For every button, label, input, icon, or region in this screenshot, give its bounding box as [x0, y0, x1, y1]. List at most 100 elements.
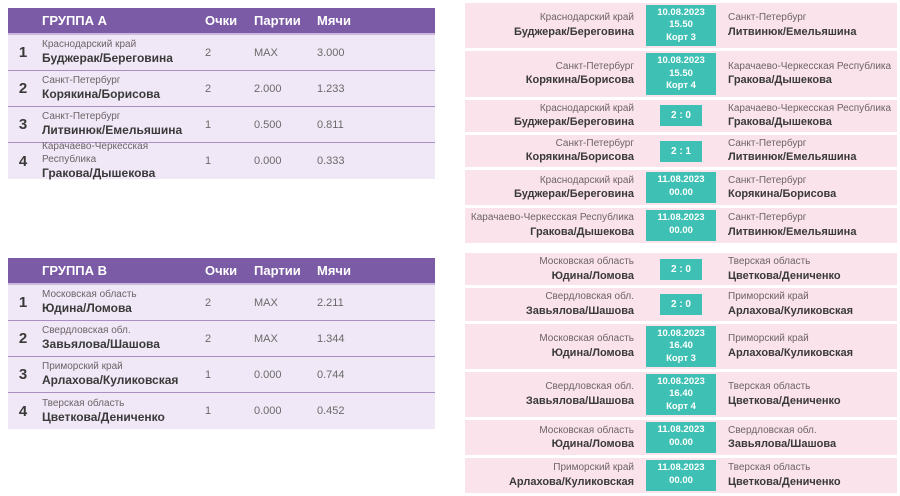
games-value: MAX: [254, 332, 278, 345]
badge-court: [646, 487, 716, 489]
home-team: Юдина/Ломова: [551, 438, 634, 451]
home-region: Санкт-Петербург: [555, 60, 634, 72]
match-row: Санкт-Петербург Корякина/Борисова 10.08.…: [465, 51, 897, 97]
standings-row: 3 Санкт-Петербург Литвинюк/Емельяшина 1 …: [8, 107, 435, 143]
rank-value: 3: [18, 116, 28, 133]
away-team: Корякина/Борисова: [728, 188, 837, 201]
standings-row: 2 Санкт-Петербург Корякина/Борисова 2 2.…: [8, 71, 435, 107]
badge-date: 10.08.2023: [657, 376, 705, 387]
team-region: Тверская область: [42, 397, 125, 409]
away-region: Карачаево-Черкесская Республика: [728, 60, 892, 72]
tournament-results-page: ГРУППА А Очки Партии Мячи 1 Краснодарски…: [8, 3, 897, 494]
balls-column-header: Мячи: [317, 13, 351, 28]
home-region: Санкт-Петербург: [555, 137, 634, 149]
badge-time: 00.00: [669, 436, 693, 448]
badge-date: 10.08.2023: [657, 55, 705, 67]
badge-time: 15.50: [669, 67, 693, 79]
home-team: Завьялова/Шашова: [525, 304, 634, 317]
home-region: Московская область: [539, 256, 634, 267]
match-row: Московская область Юдина/Ломова 10.08.20…: [465, 323, 897, 369]
rank-value: 1: [18, 294, 28, 311]
badge-date: 11.08.2023: [657, 174, 705, 186]
rank-value: 1: [18, 44, 28, 61]
badge-time: 00.00: [669, 474, 693, 486]
match-time-badge: 10.08.2023 15.50 Корт 3: [646, 5, 716, 47]
group-b-standings-table: ГРУППА В Очки Партии Мячи 1 Московская о…: [8, 258, 435, 429]
points-value: 2: [205, 296, 212, 309]
match-row: Санкт-Петербург Корякина/Борисова 2 : 1 …: [465, 134, 897, 168]
away-team: Арлахова/Куликовская: [728, 304, 854, 317]
away-region: Санкт-Петербург: [728, 212, 807, 224]
standings-row: 2 Свердловская обл. Завьялова/Шашова 2 M…: [8, 321, 435, 357]
home-region: Карачаево-Черкесская Республика: [470, 212, 634, 224]
points-value: 2: [205, 46, 212, 59]
match-score-badge: 2 : 0: [659, 105, 702, 127]
badge-time: 16.40: [669, 388, 693, 400]
home-team: Гракова/Дышекова: [530, 225, 634, 238]
games-value: 0.000: [254, 368, 282, 381]
home-team: Корякина/Борисова: [525, 74, 634, 87]
standings-row: 1 Краснодарский край Буджерак/Береговина…: [8, 35, 435, 71]
balls-value: 3.000: [317, 46, 345, 59]
group-title: ГРУППА В: [42, 263, 108, 278]
points-value: 2: [205, 332, 212, 345]
points-column-header: Очки: [205, 13, 238, 28]
balls-value: 0.744: [317, 368, 345, 381]
games-column-header: Партии: [254, 263, 301, 278]
home-team: Юдина/Ломова: [551, 346, 634, 359]
group-a-table-header: ГРУППА А Очки Партии Мячи: [8, 8, 435, 35]
home-team: Юдина/Ломова: [551, 269, 634, 282]
team-region: Приморский край: [42, 361, 123, 373]
badge-time: 15.50: [669, 19, 693, 31]
points-column-header: Очки: [205, 263, 238, 278]
games-value: 2.000: [254, 82, 282, 95]
rank-value: 3: [18, 366, 28, 383]
group-b-match-schedule: Московская область Юдина/Ломова 2 : 0 Тв…: [465, 253, 897, 496]
away-team: Литвинюк/Емельяшина: [728, 225, 857, 238]
badge-time: 00.00: [669, 224, 693, 236]
points-value: 1: [205, 118, 212, 131]
badge-court: [646, 237, 716, 239]
home-region: Московская область: [539, 333, 634, 345]
standings-row: 4 Тверская область Цветкова/Дениченко 1 …: [8, 393, 435, 429]
home-region: Краснодарский край: [539, 12, 634, 24]
balls-column-header: Мячи: [317, 263, 351, 278]
rank-value: 2: [18, 330, 28, 347]
badge-date: 11.08.2023: [657, 424, 705, 436]
points-value: 1: [205, 155, 212, 167]
standings-row: 4 Карачаево-Черкесская Республика Граков…: [8, 141, 435, 180]
match-time-badge: 10.08.2023 15.50 Корт 4: [646, 53, 716, 95]
team-region: Карачаево-Черкесская Республика: [42, 141, 149, 166]
group-b-table-header: ГРУППА В Очки Партии Мячи: [8, 258, 435, 285]
away-region: Свердловская обл.: [728, 424, 817, 436]
away-region: Приморский край: [728, 333, 809, 345]
badge-date: 11.08.2023: [657, 212, 705, 224]
games-value: MAX: [254, 296, 278, 309]
games-column-header: Партии: [254, 13, 301, 28]
away-region: Приморский край: [728, 291, 809, 303]
match-score-badge: 2 : 0: [659, 258, 702, 280]
match-row: Свердловская обл. Завьялова/Шашова 2 : 0…: [465, 288, 897, 321]
home-team: Буджерак/Береговина: [513, 188, 634, 201]
match-time-badge: 11.08.2023 00.00: [646, 210, 716, 242]
team-region: Московская область: [42, 289, 137, 301]
away-region: Санкт-Петербург: [728, 174, 807, 186]
match-score-badge: 2 : 0: [659, 294, 702, 316]
team-name: Буджерак/Береговина: [42, 51, 173, 66]
badge-court: Корт 3: [666, 31, 696, 43]
balls-value: 1.344: [317, 332, 345, 345]
balls-value: 0.811: [317, 118, 344, 131]
balls-value: 0.452: [317, 405, 345, 417]
rank-value: 4: [18, 402, 28, 420]
points-value: 1: [205, 368, 212, 381]
away-team: Арлахова/Куликовская: [728, 346, 854, 359]
match-row: Приморский край Арлахова/Куликовская 11.…: [465, 458, 897, 494]
team-region: Краснодарский край: [42, 39, 137, 51]
match-row: Краснодарский край Буджерак/Береговина 1…: [465, 3, 897, 49]
team-name: Литвинюк/Емельяшина: [42, 123, 183, 138]
away-region: Тверская область: [728, 381, 811, 393]
standings-row: 3 Приморский край Арлахова/Куликовская 1…: [8, 357, 435, 393]
games-value: MAX: [254, 46, 278, 59]
match-row: Свердловская обл. Завьялова/Шашова 10.08…: [465, 372, 897, 418]
home-region: Свердловская обл.: [545, 381, 634, 393]
